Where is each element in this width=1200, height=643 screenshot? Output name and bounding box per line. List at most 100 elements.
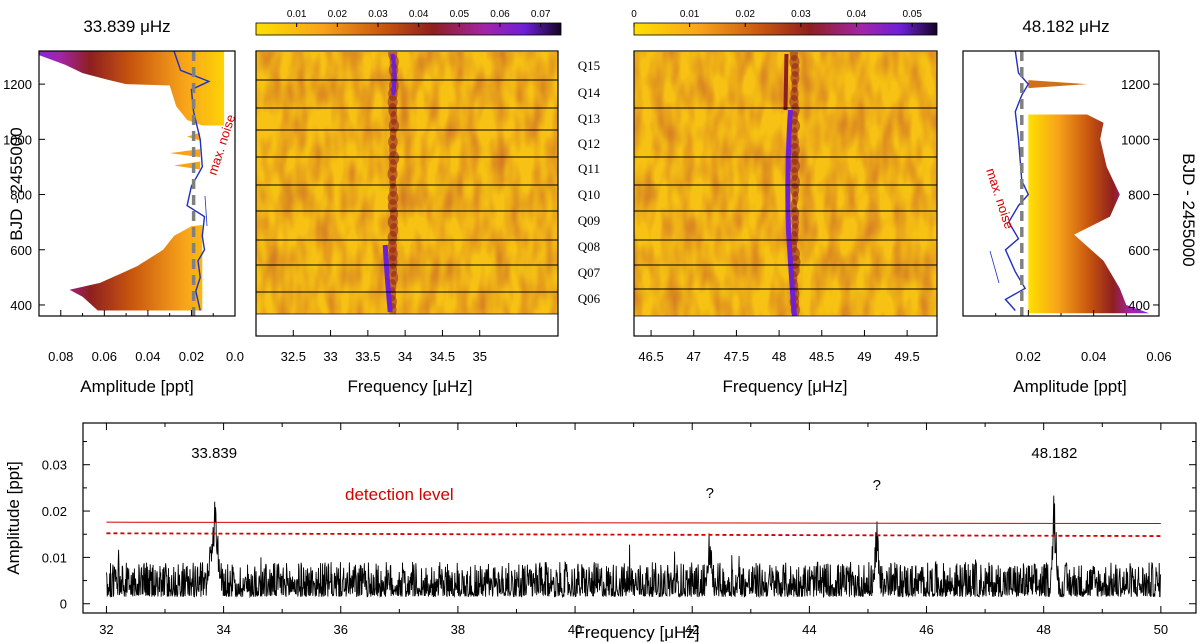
colorbar-tick-label: 0.02 (328, 9, 348, 20)
dyn-x-tick-label: 34.5 (430, 349, 455, 364)
periodogram-x-ticks: 32 34 36 38 40 42 44 46 48 50 (99, 423, 1168, 637)
colorbar-tick-label: 0.01 (287, 9, 307, 20)
left-amp-y-tick-label: 1200 (3, 77, 32, 92)
quarter-label: Q09 (578, 213, 600, 228)
periodogram-ylabel: Amplitude [ppt] (4, 461, 23, 574)
periodogram-x-tick-label: 46 (919, 622, 933, 637)
periodogram-x-tick-label: 36 (334, 622, 348, 637)
dyn-x-tick-label: 34 (398, 349, 412, 364)
left-noise-curve (173, 51, 211, 311)
colorbar-tick-label: 0.04 (847, 9, 867, 20)
left-panel-title: 33.839 μHz (83, 17, 170, 36)
detection-level-label: detection level (345, 485, 454, 504)
right-dynamic-spectrum-x-ticks: 46.5 47 47.5 48 48.5 49 49.5 (638, 330, 920, 364)
left-amp-x-tick-label: 0.06 (92, 349, 117, 364)
colorbar-tick-label: 0.05 (450, 9, 470, 20)
noise-level-dashed-line (106, 532, 1161, 537)
peak-label: 48.182 (1031, 445, 1077, 462)
left-amplitude-x-ticks: 0.08 0.06 0.04 0.02 0.0 (48, 310, 244, 364)
left-dynamic-spectrum-texture (256, 52, 558, 314)
periodogram-x-tick-label: 40 (568, 622, 582, 637)
right-amp-x-tick-label: 0.02 (1016, 349, 1041, 364)
periodogram-x-tick-label: 32 (99, 622, 113, 637)
right-amp-x-tick-label: 0.06 (1146, 349, 1171, 364)
right-colorbar-ticks: 0 0.01 0.02 0.03 0.04 0.05 (631, 9, 922, 27)
dyn-x-tick-label: 48 (772, 349, 786, 364)
dyn-x-tick-label: 35 (472, 349, 486, 364)
colorbar-tick-label: 0 (631, 9, 637, 20)
right-amp-y-tick-label: 1000 (1121, 132, 1150, 147)
right-max-noise-pointer (989, 250, 1000, 284)
ridge-highlight (785, 109, 797, 316)
left-dynamic-spectrum-frame (255, 50, 559, 337)
right-quarter-boundaries (634, 107, 937, 290)
dyn-x-tick-label: 47.5 (724, 349, 749, 364)
quarter-label: Q06 (578, 291, 601, 306)
periodogram-x-tick-label: 34 (216, 622, 230, 637)
colorbar-tick-label: 0.03 (791, 9, 811, 20)
right-amplitude-envelope (1028, 114, 1150, 314)
left-amplitude-frame (38, 50, 236, 317)
quarter-labels: Q15 Q14 Q13 Q12 Q11 Q10 Q09 Q08 Q07 Q06 (578, 58, 601, 306)
right-amplitude-x-ticks: 0.02 0.04 0.06 (995, 310, 1172, 364)
peak-labels: 33.839? ? 48.182 (191, 445, 1077, 502)
left-amp-x-tick-label: 0.0 (226, 349, 244, 364)
left-amp-spike (174, 161, 201, 170)
dyn-x-tick-label: 49 (857, 349, 871, 364)
ridge-highlight (390, 53, 397, 96)
quarter-label: Q10 (578, 187, 600, 202)
right-amp-x-tick-label: 0.04 (1081, 349, 1106, 364)
left-amplitude-xlabel: Amplitude [ppt] (80, 377, 193, 396)
quarter-label: Q14 (578, 85, 601, 100)
left-dynamic-spectrum-xlabel: Frequency [μHz] (347, 377, 472, 396)
right-amp-spike (1028, 80, 1088, 89)
right-amp-y-tick-label: 800 (1128, 188, 1150, 203)
right-dynamic-spectrum-xlabel: Frequency [μHz] (722, 377, 847, 396)
quarter-label: Q12 (578, 136, 600, 151)
colorbar-tick-label: 0.01 (680, 9, 700, 20)
peak-label: 33.839 (191, 445, 237, 462)
periodogram-x-tick-label: 42 (685, 622, 699, 637)
peak-label: ? (706, 485, 714, 502)
colorbar-tick-label: 0.04 (409, 9, 429, 20)
colorbar-tick-label: 0.03 (368, 9, 388, 20)
right-amplitude-xlabel: Amplitude [ppt] (1013, 377, 1126, 396)
left-max-noise-pointer (204, 195, 208, 227)
dyn-x-tick-label: 47 (687, 349, 701, 364)
periodogram-x-tick-label: 48 (1036, 622, 1050, 637)
right-amp-y-tick-label: 400 (1128, 298, 1150, 313)
left-amplitude-envelope (39, 51, 235, 311)
quarter-label: Q08 (578, 239, 600, 254)
periodogram-x-tick-label: 44 (802, 622, 816, 637)
right-amplitude-y-ticks: 400 600 800 1000 1200 (1121, 77, 1159, 313)
periodogram-y-ticks: 0 0.01 0.02 0.03 (42, 441, 1196, 612)
left-amp-y-tick-label: 1000 (3, 132, 32, 147)
left-amp-y-tick-label: 400 (10, 298, 32, 313)
right-max-noise-label: max. noise (983, 166, 1017, 230)
right-amp-y-tick-label: 600 (1128, 243, 1150, 258)
colorbar-tick-label: 0.05 (902, 9, 922, 20)
left-dynamic-spectrum-x-ticks: 32.5 33 33.5 34 34.5 35 (281, 330, 487, 364)
quarter-label: Q15 (578, 58, 600, 73)
periodogram-y-tick-label: 0.01 (42, 550, 67, 565)
left-amp-spike (169, 149, 201, 158)
colorbar-tick-label: 0.07 (531, 9, 551, 20)
left-amp-x-tick-label: 0.08 (48, 349, 73, 364)
peak-label: ? (873, 477, 881, 494)
left-quarter-boundaries (256, 79, 558, 293)
right-colorbar (633, 22, 938, 36)
left-amplitude-ylabel: BJD - 2455000 (7, 127, 26, 240)
right-amplitude-panel: 48.182 μHz max. noise 0.02 0.04 0.06 400 60… (962, 17, 1198, 396)
ridge-highlight (783, 53, 789, 111)
dyn-x-tick-label: 33.5 (355, 349, 380, 364)
left-amp-y-tick-label: 800 (10, 188, 32, 203)
left-amp-x-tick-label: 0.04 (135, 349, 160, 364)
periodogram-y-tick-label: 0.03 (42, 458, 67, 473)
amplitude-spectrum-line (105, 495, 1162, 599)
dyn-x-tick-label: 32.5 (281, 349, 306, 364)
ridge-highlight (382, 244, 393, 313)
colorbar-tick-label: 0.02 (736, 9, 756, 20)
right-amp-y-tick-label: 1200 (1121, 77, 1150, 92)
right-amplitude-ylabel: BJD - 2455000 (1179, 153, 1198, 266)
